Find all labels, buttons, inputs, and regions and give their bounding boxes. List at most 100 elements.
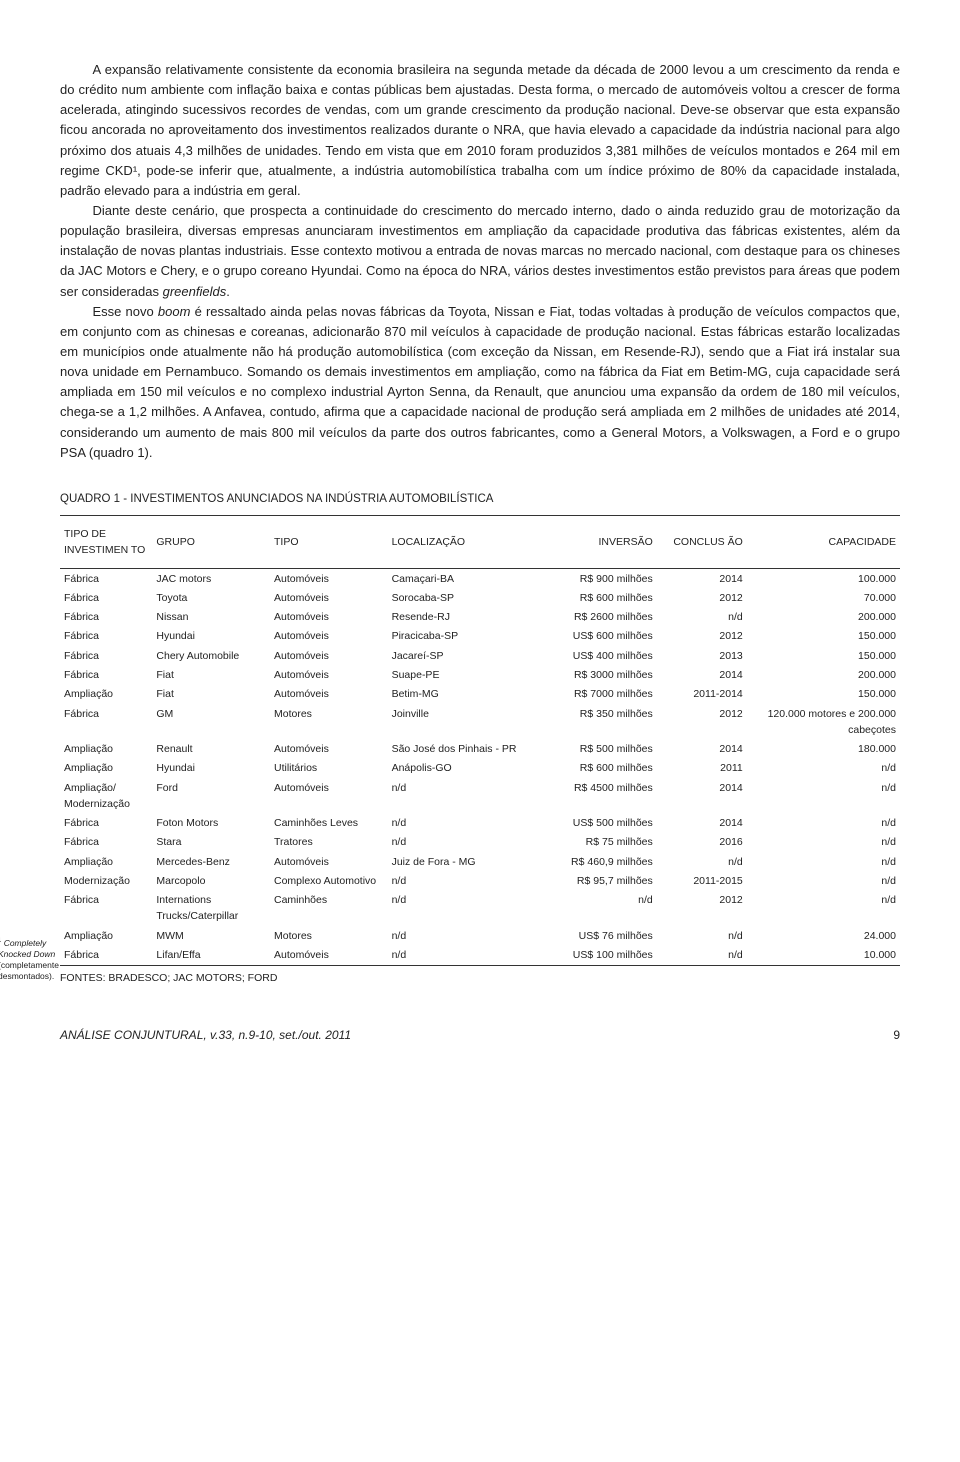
th-inversao: INVERSÃO [530,515,664,569]
table-cell: Automóveis [270,852,388,871]
table-row: FábricaFoton MotorsCaminhões Levesn/dUS$… [60,814,900,833]
table-cell: JAC motors [152,569,270,589]
table-cell: R$ 7000 milhões [530,685,664,704]
table-cell: 70.000 [749,588,900,607]
th-conclusao: CONCLUS ÃO [665,515,749,569]
table-cell: Automóveis [270,646,388,665]
table-cell: Fábrica [60,833,152,852]
table-cell: n/d [665,926,749,945]
table-cell: 2014 [665,740,749,759]
table-cell: R$ 3000 milhões [530,665,664,684]
table-sources: FONTES: BRADESCO; JAC MOTORS; FORD [60,970,900,986]
table-cell: Fábrica [60,627,152,646]
table-cell: Caminhões Leves [270,814,388,833]
table-cell: R$ 600 milhões [530,588,664,607]
footnote-num: 1 [0,938,1,944]
footnote-italic: Completely Knocked Down [0,938,55,959]
table-cell: Tratores [270,833,388,852]
table-cell: 2011 [665,759,749,778]
table-cell: n/d [388,814,531,833]
table-cell: R$ 350 milhões [530,704,664,740]
table-cell: n/d [388,871,531,890]
table-cell: n/d [388,778,531,814]
table-cell: Internations Trucks/Caterpillar [152,891,270,927]
table-cell: Lifan/Effa [152,945,270,965]
table-row: Ampliação/ ModernizaçãoFordAutomóveisn/d… [60,778,900,814]
table-cell: Automóveis [270,740,388,759]
table-row: FábricaToyotaAutomóveisSorocaba-SPR$ 600… [60,588,900,607]
table-cell: Ampliação [60,685,152,704]
table-cell: n/d [388,926,531,945]
table-cell: n/d [388,891,531,927]
table-cell: Caminhões [270,891,388,927]
table-row: AmpliaçãoHyundaiUtilitáriosAnápolis-GOR$… [60,759,900,778]
table-header-row: TIPO DE INVESTIMEN TO GRUPO TIPO LOCALIZ… [60,515,900,569]
table-cell: 2013 [665,646,749,665]
table-row: AmpliaçãoMWMMotoresn/dUS$ 76 milhõesn/d2… [60,926,900,945]
table-row: FábricaHyundaiAutomóveisPiracicaba-SPUS$… [60,627,900,646]
table-cell: Toyota [152,588,270,607]
table-cell: R$ 500 milhões [530,740,664,759]
table-cell: 150.000 [749,627,900,646]
table-cell: Mercedes-Benz [152,852,270,871]
table-cell: Hyundai [152,759,270,778]
table-cell: Juiz de Fora - MG [388,852,531,871]
table-row: AmpliaçãoRenaultAutomóveisSão José dos P… [60,740,900,759]
table-cell: Chery Automobile [152,646,270,665]
table-cell: 2012 [665,627,749,646]
table-cell: 120.000 motores e 200.000 cabeçotes [749,704,900,740]
table-cell: Fábrica [60,814,152,833]
table-cell: Fábrica [60,646,152,665]
table-cell: US$ 100 milhões [530,945,664,965]
table-cell: Jacareí-SP [388,646,531,665]
footnote: 1 Completely Knocked Down (completamente… [0,938,56,982]
table-row: ModernizaçãoMarcopoloComplexo Automotivo… [60,871,900,890]
table-cell: 2012 [665,891,749,927]
table-cell: US$ 400 milhões [530,646,664,665]
table-cell: n/d [749,852,900,871]
th-tipo: TIPO [270,515,388,569]
table-row: FábricaStaraTratoresn/dR$ 75 milhões2016… [60,833,900,852]
footnote-rest: (completamente desmontados). [0,960,59,981]
table-cell: 2012 [665,588,749,607]
paragraph-3: Esse novo boom é ressaltado ainda pelas … [60,302,900,463]
paragraph-2: Diante deste cenário, que prospecta a co… [60,201,900,302]
table-cell: 150.000 [749,646,900,665]
table-cell: 24.000 [749,926,900,945]
paragraph-1: A expansão relativamente consistente da … [60,60,900,201]
publication-info: ANÁLISE CONJUNTURAL, v.33, n.9-10, set./… [60,1026,351,1045]
table-cell: Complexo Automotivo [270,871,388,890]
table-cell: Sorocaba-SP [388,588,531,607]
table-cell: São José dos Pinhais - PR [388,740,531,759]
table-cell: n/d [665,945,749,965]
table-cell: 180.000 [749,740,900,759]
table-cell: R$ 75 milhões [530,833,664,852]
table-cell: 2016 [665,833,749,852]
table-cell: R$ 4500 milhões [530,778,664,814]
table-cell: 150.000 [749,685,900,704]
table-cell: US$ 600 milhões [530,627,664,646]
table-cell: n/d [530,891,664,927]
table-row: FábricaNissanAutomóveisResende-RJR$ 2600… [60,608,900,627]
table-cell: Fábrica [60,588,152,607]
page-number: 9 [893,1026,900,1045]
table-row: AmpliaçãoMercedes-BenzAutomóveisJuiz de … [60,852,900,871]
table-cell: R$ 900 milhões [530,569,664,589]
table-cell: n/d [749,778,900,814]
table-cell: Hyundai [152,627,270,646]
table-cell: n/d [749,814,900,833]
table-row: FábricaChery AutomobileAutomóveisJacareí… [60,646,900,665]
table-cell: Foton Motors [152,814,270,833]
table-cell: Joinville [388,704,531,740]
table-cell: US$ 76 milhões [530,926,664,945]
table-cell: Automóveis [270,608,388,627]
table-cell: Automóveis [270,627,388,646]
body-text: A expansão relativamente consistente da … [60,60,900,463]
table-cell: Renault [152,740,270,759]
table-cell: Automóveis [270,588,388,607]
table-cell: n/d [665,608,749,627]
table-cell: Motores [270,704,388,740]
table-cell: Betim-MG [388,685,531,704]
table-cell: 200.000 [749,665,900,684]
table-cell: US$ 500 milhões [530,814,664,833]
